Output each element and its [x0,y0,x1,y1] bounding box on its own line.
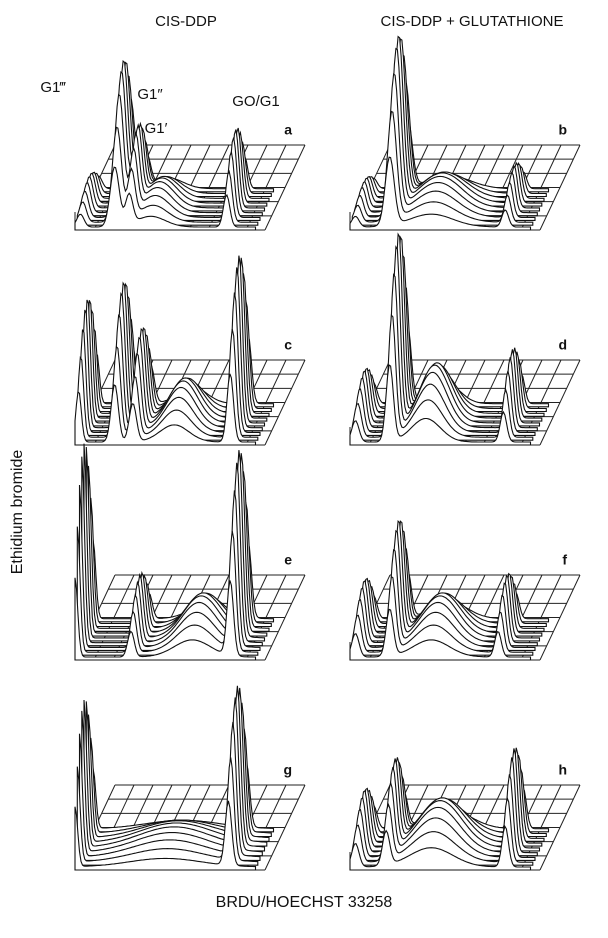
panel-label: d [558,337,567,353]
histogram-trace [74,800,257,871]
histogram-panel: g [74,685,306,871]
histogram-trace [349,364,532,446]
panel-label: a [284,122,292,138]
peak-label: G1′ [145,120,168,137]
panels: a b c d e f g h [74,35,581,871]
histogram-panel: h [349,747,581,871]
histogram-panel: f [349,520,581,661]
histogram-panel: a [74,59,306,231]
histogram-trace [74,577,257,661]
histogram-trace [349,156,532,231]
panel-label: e [284,552,292,568]
peak-label: G1‴ [40,79,66,96]
panel-label: h [558,762,567,778]
panel-label: b [558,122,567,138]
peak-label: GO/G1 [232,93,280,110]
panel-label: g [283,762,292,778]
column-title: CIS-DDP + GLUTATHIONE [381,13,564,30]
histogram-panel: d [349,232,581,446]
histogram-panel: c [74,255,306,446]
histogram-trace [74,166,257,231]
panel-label: f [562,552,567,568]
histogram-trace [74,373,257,446]
histogram-panel: b [349,35,581,231]
peak-label: G1″ [137,86,163,103]
histogram-panel: e [74,443,306,661]
x-axis-label: BRDU/HOECHST 33258 [216,894,393,911]
histogram-trace [349,824,532,871]
panel-label: c [284,337,292,353]
histogram-trace [349,608,532,661]
column-title: CIS-DDP [155,13,217,30]
y-axis-label: Ethidium bromide [9,450,26,575]
